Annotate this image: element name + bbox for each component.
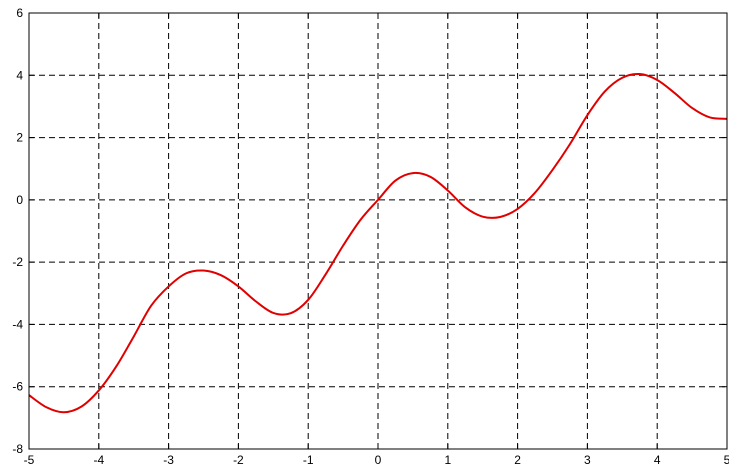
x-axis-tick-labels: -5 -4 -3 -2 -1 0 1 2 3 4 5 (24, 453, 729, 467)
series-layer (28, 72, 728, 414)
x-tick-label: 4 (654, 453, 661, 467)
y-tick-label: 6 (16, 6, 23, 20)
x-tick-label: 3 (584, 453, 591, 467)
x-tick-label: 2 (514, 453, 521, 467)
x-tick-label: -1 (303, 453, 314, 467)
y-tick-label: -8 (12, 442, 23, 456)
y-tick-label: -4 (12, 317, 23, 331)
x-tick-label: -4 (93, 453, 104, 467)
series-line-1 (28, 72, 728, 414)
x-tick-label: -2 (233, 453, 244, 467)
x-tick-label: -3 (163, 453, 174, 467)
y-tick-label: 0 (16, 193, 23, 207)
x-tick-label: 5 (724, 453, 729, 467)
y-tick-label: 4 (16, 68, 23, 82)
y-tick-label: 2 (16, 131, 23, 145)
y-tick-label: -6 (12, 380, 23, 394)
x-tick-label: -5 (24, 453, 35, 467)
y-axis-tick-labels: -8 -6 -4 -2 0 2 4 6 (12, 6, 23, 456)
x-tick-label: 1 (444, 453, 451, 467)
grid-lines (29, 13, 727, 449)
y-tick-label: -2 (12, 255, 23, 269)
plot-frame (28, 12, 728, 450)
x-tick-label: 0 (375, 453, 382, 467)
